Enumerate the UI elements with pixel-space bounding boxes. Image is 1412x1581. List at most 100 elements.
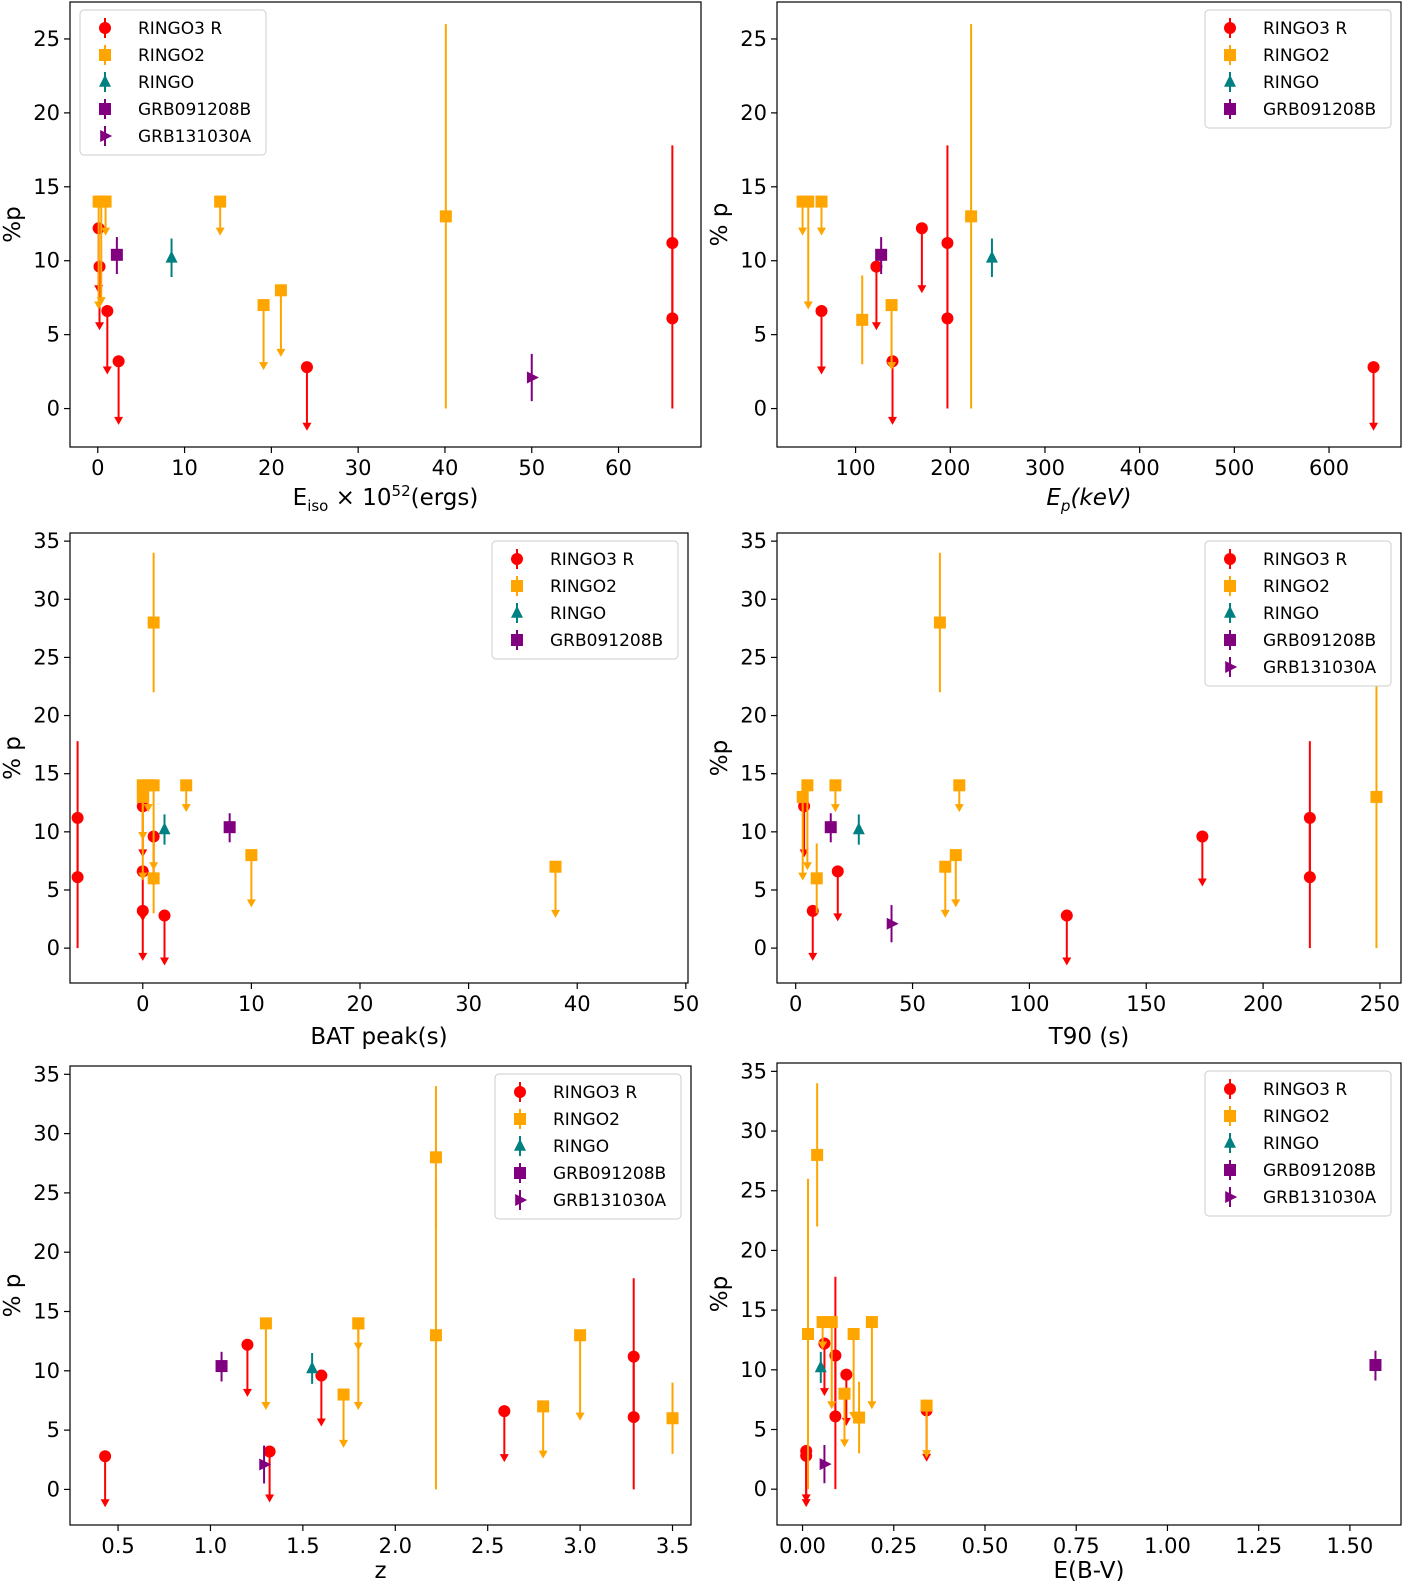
- legend-marker: [1224, 49, 1236, 61]
- series-ringo: [158, 814, 171, 845]
- legend-marker: [1224, 605, 1236, 618]
- upper-limit-arrow: [100, 1499, 110, 1508]
- series-ringo2: [796, 24, 978, 409]
- data-point: [886, 917, 899, 930]
- chart-panel-2: 100 200 300 400 500 600 0 5 10 15 20 25 % p Ep(keV) RI…: [707, 1, 1402, 515]
- y-tick-label: 5: [47, 323, 60, 347]
- x-axis-label: Eiso × 1052(ergs): [293, 482, 479, 515]
- data-point: [840, 1368, 853, 1381]
- data-point: [920, 1399, 933, 1412]
- upper-limit-arrow: [798, 227, 808, 236]
- data-point: [941, 312, 954, 325]
- legend-label: GRB091208B: [1263, 1161, 1376, 1181]
- upper-limit-arrow: [550, 909, 560, 918]
- upper-limit-arrow: [917, 285, 927, 294]
- legend-label: RINGO: [1263, 604, 1319, 624]
- legend-marker: [514, 1086, 526, 1098]
- upper-limit-arrow: [830, 804, 840, 813]
- data-point: [666, 1412, 679, 1425]
- data-point: [915, 222, 928, 235]
- legend-label: GRB131030A: [138, 127, 252, 147]
- x-tick-label: 250: [1360, 992, 1400, 1016]
- upper-limit-arrow: [499, 1454, 509, 1463]
- upper-limit-arrow: [143, 804, 153, 813]
- series-grb091208b: [824, 813, 837, 843]
- chart-panel-1: 0 10 20 30 40 50 60 0 5 10 15 20 25 %p Eiso × 1052(erg…: [0, 1, 702, 515]
- data-point: [165, 250, 178, 263]
- x-tick-label: 100: [1009, 992, 1049, 1016]
- chart-panel-5: 0.5 1.0 1.5 2.0 2.5 3.0 3.5 0 5 10 15 20 25 30 35 % p z R…: [0, 1062, 692, 1581]
- data-point: [263, 1445, 276, 1458]
- data-point: [829, 779, 842, 792]
- legend-label: GRB091208B: [1263, 100, 1376, 120]
- y-tick-label: 20: [33, 1240, 60, 1264]
- upper-limit-arrow: [840, 1439, 850, 1448]
- legend-label: RINGO: [1263, 1134, 1319, 1154]
- data-point: [852, 822, 865, 835]
- upper-limit-arrow: [817, 366, 827, 375]
- legend: RINGO3 R RINGO2 RINGO GRB091208B GRB131030A: [1204, 540, 1392, 687]
- plot-frame: [776, 532, 1402, 984]
- x-tick-label: 0.75: [1053, 1534, 1100, 1558]
- data-point: [180, 779, 193, 792]
- x-tick-label: 0: [789, 992, 802, 1016]
- upper-limit-arrow: [827, 1401, 837, 1410]
- upper-limit-arrow: [575, 1412, 585, 1421]
- legend-marker: [511, 553, 523, 565]
- y-tick-label: 20: [33, 101, 60, 125]
- y-tick-label: 30: [740, 1119, 767, 1143]
- data-point: [847, 1327, 860, 1340]
- y-tick-label: 10: [740, 249, 767, 273]
- series-ringo: [985, 238, 998, 277]
- legend-marker: [100, 130, 113, 142]
- x-tick-label: 150: [1126, 992, 1166, 1016]
- legend-marker: [1224, 1110, 1236, 1122]
- series-ringo2: [802, 1083, 933, 1490]
- x-axis-label: Ep(keV): [1046, 485, 1131, 515]
- legend-marker: [511, 634, 523, 646]
- data-point: [429, 1329, 442, 1342]
- upper-limit-arrow: [538, 1450, 548, 1459]
- data-point: [214, 195, 227, 208]
- data-point: [337, 1388, 350, 1401]
- x-axis-label: z: [374, 1558, 386, 1581]
- data-point: [147, 616, 160, 629]
- legend-label: RINGO3 R: [1263, 19, 1347, 39]
- y-axis-label: %p: [707, 740, 733, 776]
- data-point: [865, 1316, 878, 1329]
- x-tick-label: 50: [518, 456, 545, 480]
- legend-label: RINGO: [550, 604, 606, 624]
- data-point: [939, 860, 952, 873]
- upper-limit-arrow: [339, 1439, 349, 1448]
- data-point: [831, 865, 844, 878]
- x-tick-label: 3.5: [656, 1534, 689, 1558]
- plot-frame: [69, 1065, 692, 1526]
- data-point: [99, 1450, 112, 1463]
- x-axis-label: E(B-V): [1054, 1558, 1125, 1581]
- plot-frame: [776, 1, 1402, 448]
- legend: RINGO3 R RINGO2 RINGO GRB091208B GRB131030A: [1204, 1070, 1392, 1217]
- series-grb131030a: [259, 1445, 272, 1484]
- legend-label: RINGO3 R: [1263, 1080, 1347, 1100]
- upper-limit-arrow: [803, 301, 813, 310]
- legend-label: RINGO2: [1263, 577, 1330, 597]
- upper-limit-arrow: [316, 1418, 326, 1427]
- series-grb131030a: [819, 1445, 832, 1484]
- upper-limit-arrow: [867, 1401, 877, 1410]
- data-point: [870, 260, 883, 273]
- upper-limit-arrow: [888, 416, 898, 425]
- plot-frame: [69, 532, 689, 984]
- legend-marker: [511, 580, 523, 592]
- upper-limit-arrow: [922, 1450, 932, 1459]
- data-point: [627, 1411, 640, 1424]
- y-tick-label: 25: [33, 645, 60, 669]
- y-tick-label: 0: [754, 397, 767, 421]
- legend-label: RINGO: [1263, 73, 1319, 93]
- data-point: [965, 210, 978, 223]
- legend-label: GRB091208B: [553, 1164, 666, 1184]
- upper-limit-arrow: [819, 1388, 829, 1397]
- data-point: [315, 1369, 328, 1382]
- legend-label: GRB091208B: [1263, 631, 1376, 651]
- y-tick-label: 0: [47, 397, 60, 421]
- legend-label: GRB091208B: [138, 100, 251, 120]
